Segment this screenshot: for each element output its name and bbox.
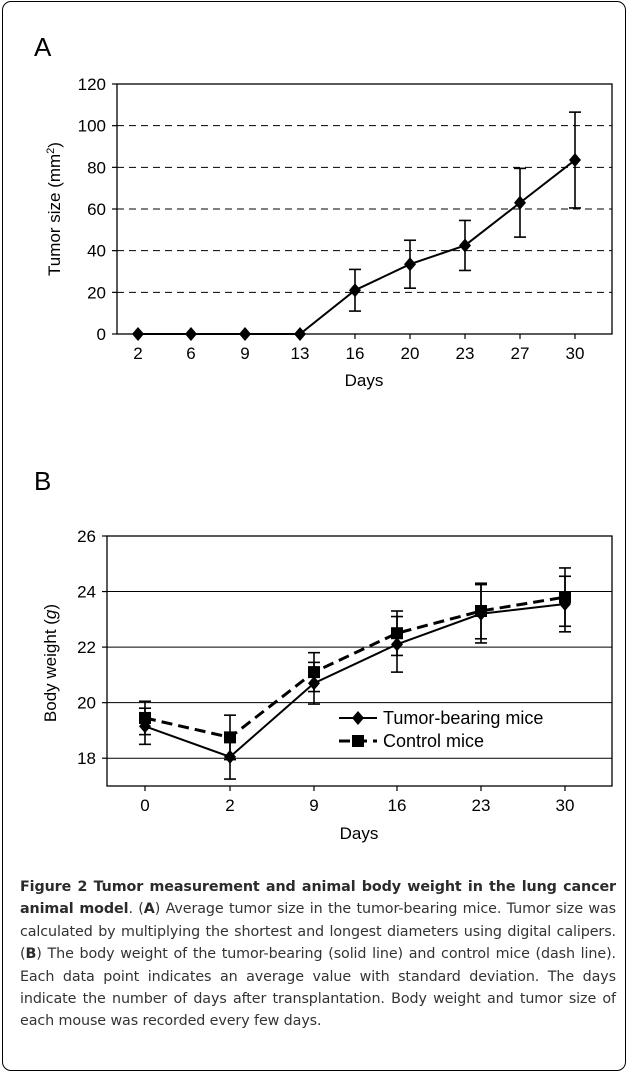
b-x-tick-label: 0: [140, 796, 149, 815]
b-x-tick-label: 16: [388, 796, 407, 815]
a-y-tick-label: 120: [78, 75, 106, 94]
caption-ref-a: A: [143, 901, 155, 918]
b-data-point: [224, 731, 236, 744]
b-y-tick-label: 20: [77, 694, 96, 713]
a-data-point: [185, 327, 197, 341]
b-x-tick-label: 2: [225, 796, 234, 815]
b-data-point: [139, 711, 151, 724]
b-data-point: [475, 605, 487, 617]
panel-b-x-ticks: 0 2 9 16 23 30: [140, 786, 574, 815]
a-data-point: [404, 257, 416, 272]
panel-b-gridlines: [107, 591, 612, 759]
panel-a-x-axis-title: Days: [345, 371, 384, 390]
b-data-point: [391, 627, 403, 640]
a-series-0: [132, 111, 581, 341]
b-x-tick-label: 30: [556, 796, 575, 815]
b-data-point: [559, 591, 571, 604]
a-y-tick-label: 40: [87, 242, 106, 261]
b-series-line: [144, 595, 566, 740]
b-y-tick-label: 22: [77, 638, 96, 657]
a-y-tick-label: 20: [87, 283, 106, 302]
a-data-point: [132, 327, 144, 341]
legend-marker-1: [352, 735, 364, 747]
caption-title: Figure 2 Tumor measurement and animal bo…: [20, 879, 616, 918]
b-y-tick-label: 24: [77, 583, 96, 602]
a-data-point: [239, 327, 251, 341]
panel-b-y-axis-title-italic: g: [41, 609, 60, 619]
panel-a-y-axis-title: Tumor size (mm2): [45, 142, 64, 276]
panel-a-y-ticks: 0 20 40 60 80 100 120: [78, 75, 117, 344]
panel-a-series: [132, 111, 581, 341]
panel-b-legend: Tumor-bearing mice Control mice: [339, 708, 543, 751]
a-y-tick-label: 0: [97, 325, 106, 344]
a-y-tick-label: 100: [78, 117, 106, 136]
legend-marker-0: [352, 711, 364, 725]
a-x-tick-label: 27: [511, 344, 530, 363]
panel-b-y-axis-title: Body weight (g): [41, 604, 60, 722]
b-series-line: [144, 603, 566, 758]
b-y-tick-label: 18: [77, 749, 96, 768]
panel-a-y-axis-title-main: Tumor size (mm: [45, 154, 64, 276]
a-y-tick-label: 80: [87, 158, 106, 177]
caption-text-2: ) Average tumor size in the tumor-bearin…: [20, 901, 617, 963]
b-series-1: [139, 567, 571, 761]
panel-b-x-axis-title: Days: [340, 824, 379, 843]
a-x-tick-label: 16: [346, 344, 365, 363]
panel-a-x-ticks: 2 6 9 13 16 20 23 27 30: [133, 334, 584, 363]
panel-a-y-axis-title-end: ): [45, 142, 64, 148]
panel-b: B 18 20 22 24 26 0 2 9 16 23 30 Tumor-bearing mic…: [34, 466, 613, 843]
a-x-tick-label: 13: [291, 344, 310, 363]
legend-label-1: Control mice: [383, 731, 484, 751]
panel-b-series: [139, 567, 571, 780]
panel-a-gridlines: [117, 125, 612, 293]
panel-b-y-ticks: 18 20 22 24 26: [77, 527, 107, 768]
a-y-tick-label: 60: [87, 200, 106, 219]
legend-label-0: Tumor-bearing mice: [383, 708, 543, 728]
a-data-point: [294, 327, 306, 341]
a-x-tick-label: 20: [401, 344, 420, 363]
a-data-point: [459, 238, 471, 253]
panel-b-y-axis-title-main: Body weight (: [41, 619, 60, 722]
a-data-point: [514, 195, 526, 210]
caption-text-3: ) The body weight of the tumor-bearing (…: [20, 946, 616, 1030]
b-y-tick-label: 26: [77, 527, 96, 546]
figure-caption: Figure 2 Tumor measurement and animal bo…: [20, 876, 616, 1033]
caption-text-1: . (: [128, 901, 144, 918]
a-series-line: [138, 159, 576, 335]
b-x-tick-label: 9: [309, 796, 318, 815]
panel-b-plot-area: [106, 535, 613, 787]
a-x-tick-label: 9: [240, 344, 249, 363]
panel-b-y-axis-title-end: ): [41, 604, 60, 610]
a-data-point: [569, 153, 581, 168]
b-x-tick-label: 23: [472, 796, 491, 815]
caption-ref-b: B: [25, 946, 37, 963]
a-x-tick-label: 2: [133, 344, 142, 363]
a-data-point: [349, 283, 361, 298]
panel-b-label: B: [34, 466, 51, 496]
panel-a-y-axis-title-sup: 2: [45, 148, 57, 154]
a-x-tick-label: 23: [456, 344, 475, 363]
a-x-tick-label: 30: [566, 344, 585, 363]
panel-a: A 0 20 40 60 80 100 120 2 6 9 13 16 20 23 27 30 Days T…: [34, 32, 613, 390]
b-data-point: [308, 666, 320, 679]
panel-a-label: A: [34, 32, 52, 62]
a-x-tick-label: 6: [186, 344, 195, 363]
